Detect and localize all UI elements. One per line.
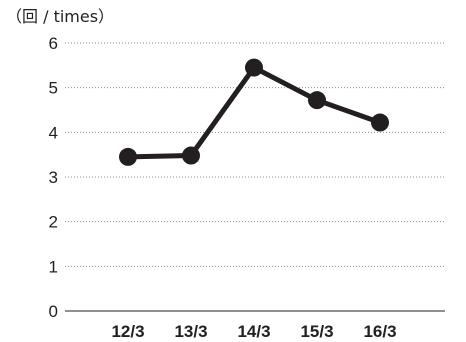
data-point (308, 91, 326, 110)
y-tick-label: 1 (49, 257, 58, 276)
grid-lines (65, 42, 445, 312)
y-tick-label: 2 (49, 213, 58, 232)
data-point (119, 147, 137, 166)
x-tick-label: 15/3 (300, 322, 333, 341)
data-point (371, 113, 389, 132)
y-tick-label: 5 (49, 79, 58, 98)
unit-label: （回 / times） (6, 7, 114, 26)
data-point (182, 146, 200, 165)
y-axis-ticks: 0 1 2 3 4 5 6 (49, 34, 58, 321)
y-tick-label: 6 (49, 34, 58, 53)
x-tick-label: 13/3 (174, 322, 207, 341)
series (119, 58, 389, 166)
y-tick-label: 3 (49, 168, 58, 187)
x-tick-label: 16/3 (363, 322, 396, 341)
data-point (245, 58, 263, 77)
y-tick-label: 4 (49, 123, 58, 142)
x-axis-ticks: 12/3 13/3 14/3 15/3 16/3 (111, 322, 396, 341)
series-line (125, 65, 383, 160)
x-tick-label: 14/3 (237, 322, 270, 341)
x-tick-label: 12/3 (111, 322, 144, 341)
y-tick-label: 0 (49, 302, 58, 321)
